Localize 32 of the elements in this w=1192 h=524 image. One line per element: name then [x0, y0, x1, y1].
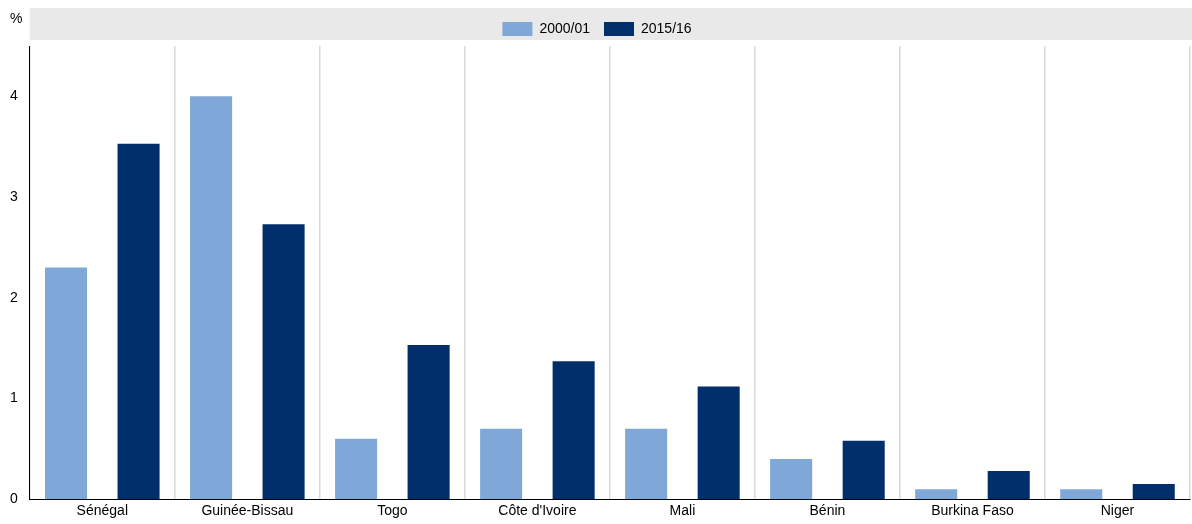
- x-tick-label: Bénin: [809, 502, 846, 519]
- bar: [625, 428, 668, 500]
- y-tick-label: 1: [9, 389, 18, 406]
- bar: [117, 143, 160, 500]
- x-tick-label: Togo: [377, 502, 408, 519]
- bar: [697, 386, 740, 500]
- bar: [552, 361, 595, 500]
- bar: [987, 471, 1030, 500]
- x-tick-label: Sénégal: [76, 502, 128, 519]
- bar: [407, 345, 450, 500]
- bar: [842, 440, 885, 500]
- x-tick-label: Niger: [1100, 502, 1135, 519]
- legend-label: 2000/01: [539, 19, 591, 36]
- y-tick-label: 4: [9, 87, 18, 104]
- bar: [45, 267, 88, 500]
- y-tick-label: 0: [9, 490, 18, 507]
- bar: [770, 458, 813, 500]
- x-tick-label: Côte d'Ivoire: [498, 502, 577, 519]
- y-tick-label: 2: [9, 288, 18, 305]
- bar: [480, 428, 523, 500]
- bar: [1060, 489, 1103, 500]
- bar: [1132, 484, 1175, 500]
- legend-label: 2015/16: [641, 19, 692, 36]
- y-tick-label: 3: [9, 187, 18, 204]
- bar: [190, 96, 233, 500]
- y-axis-title: %: [10, 9, 23, 26]
- bar: [335, 438, 378, 500]
- bar: [262, 224, 305, 500]
- x-tick-label: Guinée-Bissau: [201, 502, 294, 519]
- x-tick-label: Mali: [669, 502, 696, 519]
- bar: [915, 489, 958, 500]
- x-tick-label: Burkina Faso: [931, 502, 1014, 519]
